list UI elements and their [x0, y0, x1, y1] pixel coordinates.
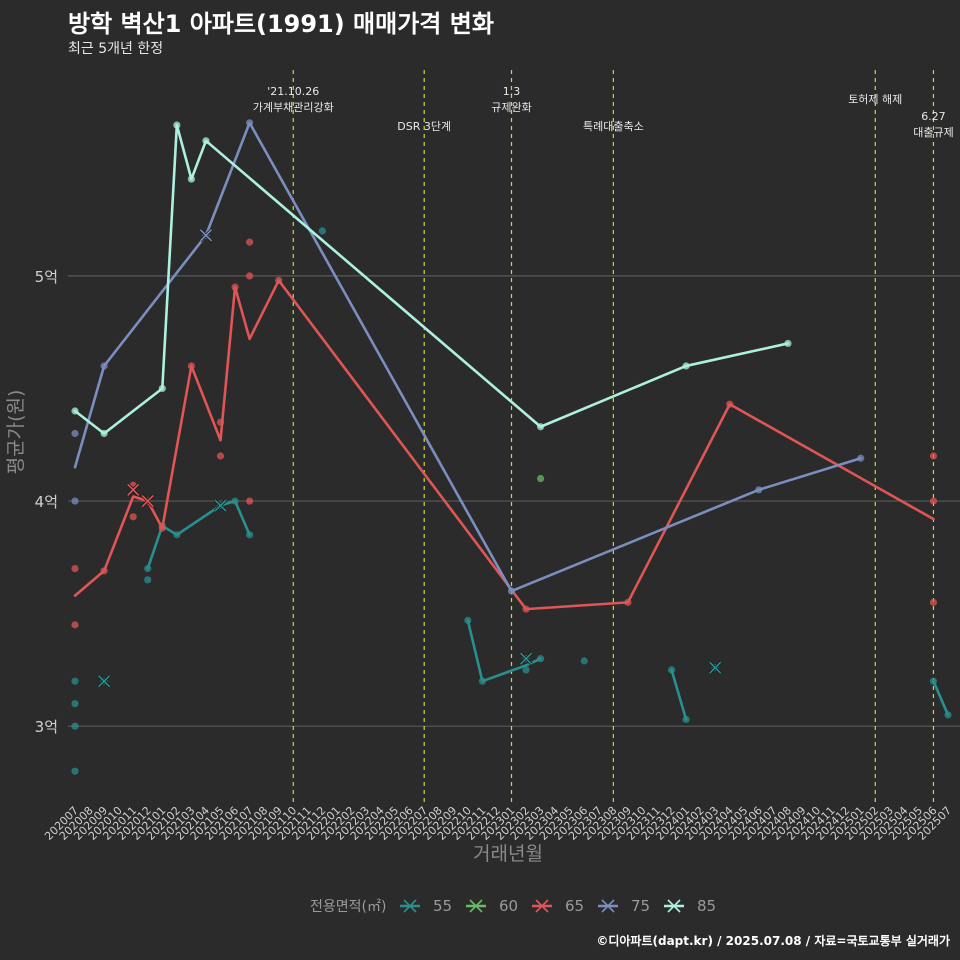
event-label: 1.3: [503, 85, 521, 98]
data-point: [144, 576, 152, 584]
event-label: 6.27: [921, 110, 946, 123]
legend-item-85: 85: [664, 897, 716, 915]
series-line: [932, 679, 950, 717]
data-point: [71, 722, 79, 730]
data-point: [522, 666, 530, 674]
chart-caption: ©디아파트(dapt.kr) / 2025.07.08 / 자료=국토교통부 실…: [596, 934, 950, 948]
series-60: [537, 474, 545, 483]
data-point: [71, 564, 79, 573]
series-line: [670, 668, 688, 721]
cancelled-mark: [214, 499, 227, 512]
y-tick-label: 5억: [35, 268, 58, 286]
legend-label: 60: [499, 897, 518, 915]
legend-swatch-x: [469, 899, 483, 913]
data-point: [929, 598, 938, 606]
chart-title: 방학 벽산1 아파트(1991) 매매가격 변화: [68, 10, 494, 38]
event-label: DSR 3단계: [397, 120, 451, 133]
chart-subtitle: 최근 5개년 한정: [68, 41, 164, 57]
data-point: [71, 621, 79, 629]
legend-swatch-x: [667, 899, 681, 913]
data-point: [246, 497, 254, 505]
event-label: 대출규제: [913, 126, 953, 139]
event-label: '21.10.26: [267, 85, 319, 98]
series-65: [71, 238, 938, 629]
series-75: [71, 119, 865, 595]
cancelled-mark: [141, 494, 154, 508]
series-line: [73, 279, 935, 611]
data-point: [129, 513, 137, 521]
data-point: [929, 497, 938, 505]
series-line: [73, 121, 863, 593]
data-point: [216, 452, 225, 460]
x-axis-title: 거래년월: [473, 843, 543, 865]
event-label: 토허제 해제: [848, 92, 902, 106]
event-label: 가계부채관리강화: [253, 101, 334, 114]
y-tick-label: 3억: [35, 718, 58, 736]
y-tick-label: 4억: [35, 493, 58, 511]
y-axis-title: 평균가(원): [5, 390, 27, 475]
data-point: [71, 497, 79, 505]
cancelled-mark: [98, 675, 111, 688]
legend-swatch-x: [535, 899, 549, 913]
legend-swatch-x: [601, 899, 615, 913]
legend: 전용면적(㎡) 55 60 65 75 85: [310, 897, 716, 915]
legend-item-60: 60: [466, 897, 518, 915]
event-label: 특례대출축소: [583, 120, 644, 133]
legend-swatch-x: [403, 899, 417, 913]
legend-item-55: 55: [400, 897, 452, 915]
legend-label: 65: [565, 897, 584, 915]
legend-label: 85: [697, 897, 716, 915]
cancelled-mark: [519, 652, 533, 665]
series-line: [73, 123, 790, 435]
legend-item-65: 65: [532, 897, 584, 915]
data-point: [71, 700, 79, 708]
event-label: 규제완화: [491, 101, 531, 114]
legend-title: 전용면적(㎡): [310, 899, 386, 915]
data-point: [71, 767, 79, 775]
data-point: [71, 429, 79, 438]
cancelled-mark: [709, 661, 722, 674]
data-point: [580, 657, 588, 665]
data-point: [71, 677, 79, 685]
data-point: [929, 452, 938, 460]
legend-item-75: 75: [598, 897, 650, 915]
series-line: [146, 499, 251, 570]
data-point: [246, 272, 254, 280]
series-line: [466, 619, 542, 683]
data-point: [246, 238, 254, 246]
legend-label: 75: [631, 897, 650, 915]
data-point: [318, 227, 326, 235]
cancelled-mark: [199, 229, 213, 242]
data-point: [537, 474, 545, 483]
series-85: [71, 121, 792, 438]
legend-label: 55: [433, 897, 452, 915]
cancelled-mark: [127, 483, 140, 496]
